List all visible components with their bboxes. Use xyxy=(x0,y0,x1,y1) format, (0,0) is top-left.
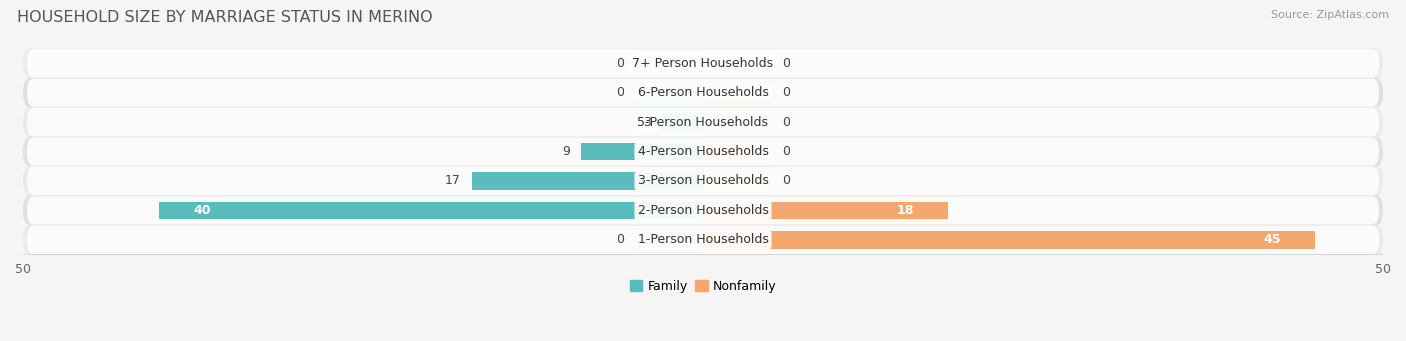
FancyBboxPatch shape xyxy=(27,226,1379,254)
FancyBboxPatch shape xyxy=(27,196,1379,224)
Bar xyxy=(636,84,703,102)
Text: 0: 0 xyxy=(782,116,790,129)
FancyBboxPatch shape xyxy=(22,225,1384,254)
Bar xyxy=(662,113,703,131)
Bar xyxy=(703,113,770,131)
Text: 40: 40 xyxy=(193,204,211,217)
Text: 0: 0 xyxy=(616,86,624,99)
Bar xyxy=(703,55,770,72)
FancyBboxPatch shape xyxy=(27,167,1379,195)
Text: 0: 0 xyxy=(616,57,624,70)
Text: 4-Person Households: 4-Person Households xyxy=(637,145,769,158)
Legend: Family, Nonfamily: Family, Nonfamily xyxy=(624,275,782,298)
Text: 3-Person Households: 3-Person Households xyxy=(637,175,769,188)
Text: 0: 0 xyxy=(782,57,790,70)
FancyBboxPatch shape xyxy=(22,107,1384,137)
Bar xyxy=(703,172,770,190)
FancyBboxPatch shape xyxy=(22,78,1384,107)
Text: HOUSEHOLD SIZE BY MARRIAGE STATUS IN MERINO: HOUSEHOLD SIZE BY MARRIAGE STATUS IN MER… xyxy=(17,10,433,25)
Bar xyxy=(703,231,1315,249)
Text: 0: 0 xyxy=(782,145,790,158)
Bar xyxy=(703,143,770,160)
Text: 17: 17 xyxy=(446,175,461,188)
Text: 1-Person Households: 1-Person Households xyxy=(637,233,769,246)
FancyBboxPatch shape xyxy=(27,108,1379,136)
Text: 2-Person Households: 2-Person Households xyxy=(637,204,769,217)
FancyBboxPatch shape xyxy=(22,137,1384,166)
Bar xyxy=(636,55,703,72)
Text: 0: 0 xyxy=(782,175,790,188)
FancyBboxPatch shape xyxy=(27,79,1379,107)
FancyBboxPatch shape xyxy=(22,166,1384,196)
Text: 7+ Person Households: 7+ Person Households xyxy=(633,57,773,70)
Bar xyxy=(159,202,703,219)
Text: 3: 3 xyxy=(644,116,651,129)
Bar xyxy=(703,84,770,102)
FancyBboxPatch shape xyxy=(22,196,1384,225)
Text: Source: ZipAtlas.com: Source: ZipAtlas.com xyxy=(1271,10,1389,20)
FancyBboxPatch shape xyxy=(27,137,1379,166)
Text: 0: 0 xyxy=(616,233,624,246)
Bar xyxy=(581,143,703,160)
Text: 0: 0 xyxy=(782,86,790,99)
FancyBboxPatch shape xyxy=(22,49,1384,78)
Text: 5-Person Households: 5-Person Households xyxy=(637,116,769,129)
Text: 45: 45 xyxy=(1264,233,1281,246)
Bar xyxy=(472,172,703,190)
Text: 6-Person Households: 6-Person Households xyxy=(637,86,769,99)
Bar xyxy=(703,202,948,219)
Bar xyxy=(636,231,703,249)
Text: 9: 9 xyxy=(562,145,569,158)
Text: 18: 18 xyxy=(897,204,914,217)
FancyBboxPatch shape xyxy=(27,49,1379,77)
